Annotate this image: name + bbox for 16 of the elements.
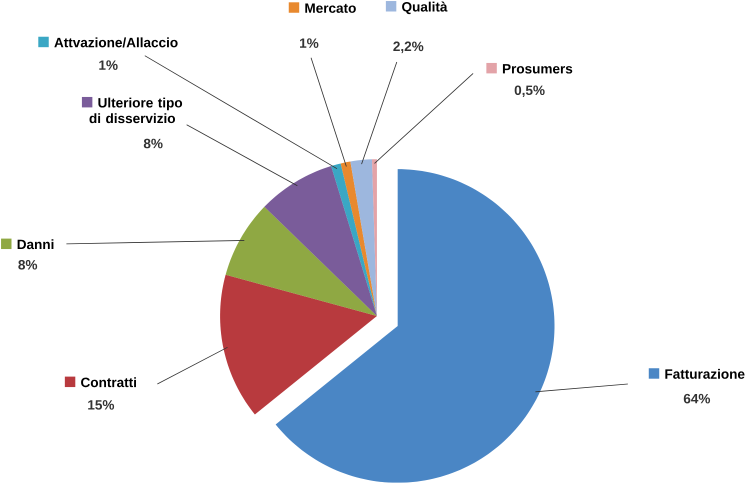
- legend-label: Mercato: [305, 4, 356, 13]
- legend-label: Attvazione/Allaccio: [54, 37, 178, 48]
- legend-label: Danni: [18, 239, 54, 250]
- legend-label: Prosumers: [502, 64, 572, 74]
- legend-label: Ulteriore tipo di disservizio: [90, 98, 182, 124]
- data-label: 2,2%: [393, 42, 424, 54]
- legend-label: Qualità: [402, 2, 448, 14]
- data-label: 1%: [300, 38, 318, 48]
- data-label: 64%: [684, 394, 710, 404]
- data-label: 0,5%: [514, 86, 545, 98]
- legend-label: Fatturazione: [665, 368, 745, 379]
- legend-label: Contratti: [81, 377, 136, 388]
- data-label: 8%: [18, 260, 38, 270]
- data-label: 1%: [99, 60, 118, 70]
- data-label: 8%: [144, 138, 163, 148]
- data-label: 15%: [88, 400, 114, 410]
